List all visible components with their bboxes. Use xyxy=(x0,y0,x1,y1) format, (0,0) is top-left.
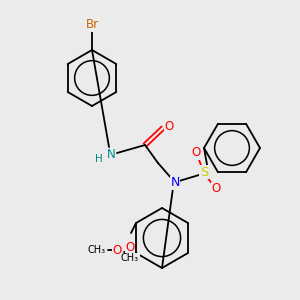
Text: O: O xyxy=(113,244,122,256)
Text: Br: Br xyxy=(85,19,99,32)
Text: H: H xyxy=(95,154,103,164)
Text: CH₃: CH₃ xyxy=(88,245,106,255)
Text: N: N xyxy=(170,176,180,190)
Text: S: S xyxy=(200,166,208,178)
Text: O: O xyxy=(164,119,174,133)
Text: O: O xyxy=(212,182,220,196)
Text: CH₃: CH₃ xyxy=(121,253,139,263)
Text: N: N xyxy=(106,148,116,161)
Text: O: O xyxy=(125,241,135,254)
Text: O: O xyxy=(191,146,201,160)
